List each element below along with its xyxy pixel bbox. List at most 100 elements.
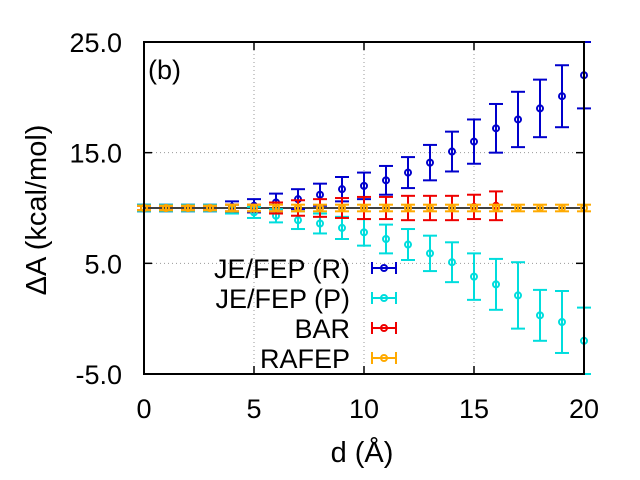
series-3-point-17: [511, 203, 525, 213]
data-point: [360, 181, 368, 190]
legend-marker-2: [380, 324, 388, 332]
series-0-point-13: [423, 143, 437, 182]
data-point: [426, 249, 434, 258]
data-point: [294, 216, 302, 225]
series-3-point-7: [291, 203, 305, 213]
data-point: [272, 204, 280, 212]
data-point: [514, 115, 522, 124]
data-point: [184, 204, 192, 212]
axis-ticks: [143, 41, 585, 375]
data-point: [536, 104, 544, 113]
data-point: [404, 168, 412, 177]
series-3-point-9: [335, 203, 349, 213]
data-point: [206, 204, 214, 212]
grid-lines: [144, 42, 584, 374]
series-0-point-10: [357, 171, 371, 201]
series-0-point-9: [335, 176, 349, 203]
series-1-point-9: [335, 215, 349, 240]
data-point: [536, 311, 544, 320]
data-point: [382, 204, 390, 212]
series-1-point-19: [555, 290, 569, 354]
data-point: [470, 272, 478, 281]
data-point: [404, 204, 412, 212]
series-3-point-3: [203, 204, 217, 212]
y-tick-label-2: 15.0: [69, 139, 122, 169]
x-tick-label-2: 10: [349, 394, 379, 424]
data-point: [360, 228, 368, 237]
y-axis-title: ΔA (kcal/mol): [21, 125, 53, 296]
data-point: [294, 204, 302, 212]
legend-label-0: JE/FEP (R): [214, 254, 350, 284]
y-tick-label-1: 5.0: [84, 249, 122, 279]
series-3-point-10: [357, 203, 371, 213]
data-point: [162, 204, 170, 212]
legend-item-0: JE/FEP (R): [214, 254, 397, 284]
series-0-point-15: [467, 118, 481, 165]
x-tick-label-4: 20: [569, 394, 599, 424]
series-3-point-14: [445, 203, 459, 213]
legend-label-3: RAFEP: [260, 344, 350, 374]
series-1-point-17: [511, 261, 525, 330]
series-3: [137, 203, 591, 213]
series-3-point-13: [423, 203, 437, 213]
series-3-point-2: [181, 204, 195, 212]
legend-label-1: JE/FEP (P): [215, 284, 350, 314]
series-3-point-12: [401, 203, 415, 213]
series-0-point-17: [511, 90, 525, 149]
x-axis-title: d (Å): [331, 436, 394, 469]
legend-marker-3: [380, 354, 388, 362]
series-1-point-11: [379, 223, 393, 255]
series-3-point-16: [489, 203, 503, 213]
data-point: [316, 219, 324, 228]
series-0-point-18: [533, 78, 547, 139]
y-tick-label-3: 25.0: [69, 28, 122, 58]
data-point: [316, 204, 324, 212]
series-0-point-16: [489, 102, 503, 154]
data-point: [536, 204, 544, 212]
x-tick-label-0: 0: [136, 394, 151, 424]
x-tick-label-1: 5: [246, 394, 261, 424]
data-point: [382, 176, 390, 185]
series-1-point-14: [445, 241, 459, 284]
series-0-point-12: [401, 156, 415, 190]
series-layer: [137, 41, 591, 375]
legend-item-3: RAFEP: [260, 344, 397, 374]
data-point: [316, 190, 324, 199]
data-point: [338, 223, 346, 232]
data-point: [558, 204, 566, 212]
series-1: [137, 203, 591, 375]
legend-label-2: BAR: [294, 314, 350, 344]
data-point: [558, 317, 566, 326]
series-1-point-12: [401, 228, 415, 262]
legend-marker-0: [380, 264, 388, 272]
data-point: [250, 204, 258, 212]
legend-item-2: BAR: [294, 314, 397, 344]
series-3-point-8: [313, 203, 327, 213]
series-1-point-10: [357, 218, 371, 247]
data-point: [404, 240, 412, 249]
x-tick-labels: 0 5 10 15 20: [136, 394, 599, 424]
data-point: [514, 291, 522, 300]
data-point: [492, 204, 500, 212]
series-1-point-16: [489, 257, 503, 311]
series-0: [137, 41, 591, 214]
series-3-point-15: [467, 203, 481, 213]
x-tick-label-3: 15: [459, 394, 489, 424]
legend-item-1: JE/FEP (P): [215, 284, 397, 314]
series-1-point-13: [423, 234, 437, 273]
series-0-point-14: [445, 130, 459, 173]
data-point: [338, 204, 346, 212]
series-1-point-15: [467, 252, 481, 301]
data-point: [448, 258, 456, 267]
data-point: [338, 185, 346, 194]
data-point: [470, 204, 478, 212]
y-tick-labels: -5.0 5.0 15.0 25.0: [69, 28, 122, 390]
series-3-point-19: [555, 203, 569, 213]
data-point: [448, 204, 456, 212]
data-point: [514, 204, 522, 212]
series-3-point-1: [159, 204, 173, 212]
series-3-point-5: [247, 203, 261, 213]
data-point: [426, 158, 434, 167]
